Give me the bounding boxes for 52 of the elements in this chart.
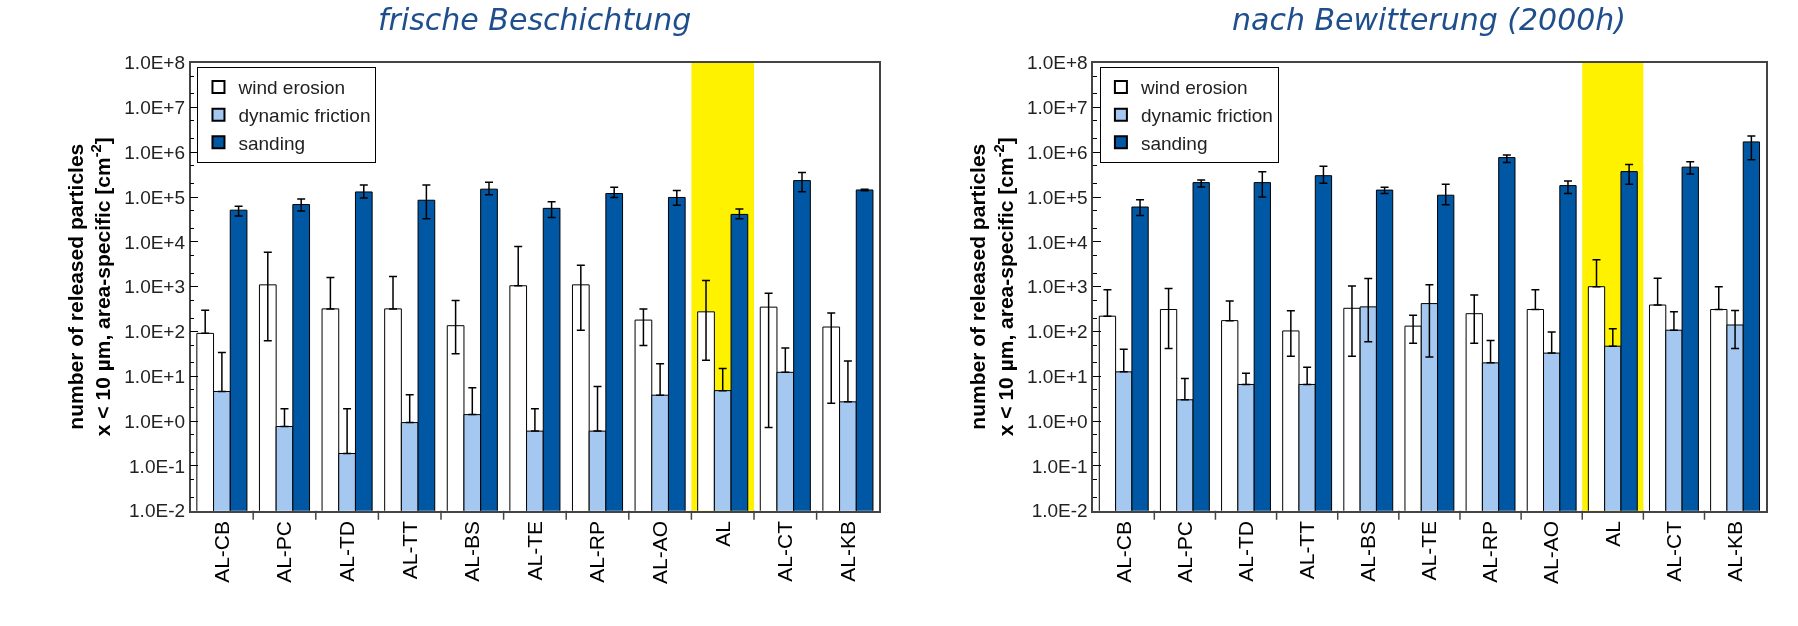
x-tick-label: AL-PC (1172, 520, 1196, 583)
chart-title: frische Beschichtung (378, 2, 692, 37)
y-tick-label: 1.0E-1 (129, 455, 186, 477)
y-tick-label: 1.0E+4 (1026, 231, 1089, 253)
x-tick-label: AL-TT (397, 520, 421, 580)
x-tick-label: AL-KB (835, 520, 859, 582)
y-tick-label: 1.0E+2 (124, 321, 186, 343)
x-tick-label: AL-BS (460, 520, 484, 582)
x-tick-label: AL-AO (1539, 520, 1563, 584)
x-tick-label: AL-CT (773, 520, 797, 582)
legend-label: wind erosion (1139, 77, 1248, 99)
x-tick-label: AL-TE (522, 520, 546, 581)
x-tick-label: AL-TD (334, 520, 358, 582)
y-tick-label: 1.0E+6 (124, 141, 186, 163)
y-tick-label: 1.0E+4 (124, 231, 186, 253)
y-tick-label: 1.0E+3 (124, 276, 186, 298)
y-tick-label: 1.0E+0 (124, 410, 186, 432)
x-tick-label: AL-PC (272, 520, 296, 583)
y-tick-label: 1.0E+7 (1026, 97, 1088, 119)
y-tick-label: 1.0E+8 (1026, 52, 1088, 74)
x-tick-label: AL-CB (209, 520, 233, 583)
y-tick-label: 1.0E-2 (129, 500, 186, 522)
y-tick-label: 1.0E-2 (1031, 500, 1088, 522)
x-tick-label: AL-KB (1722, 520, 1746, 582)
legend-label: sanding (238, 132, 306, 154)
legend-label: sanding (1140, 132, 1208, 154)
y-tick-label: 1.0E+3 (1026, 276, 1088, 298)
y-tick-label: 1.0E+1 (1026, 366, 1088, 387)
y-tick-label: 1.0E+1 (124, 366, 186, 387)
x-tick-label: AL-RP (1478, 520, 1502, 583)
y-tick-label: 1.0E+0 (1026, 410, 1088, 432)
y-tick-label: 1.0E-1 (1031, 455, 1088, 477)
x-tick-label: AL-TE (1417, 520, 1441, 581)
legend-label: wind erosion (237, 77, 346, 99)
x-tick-label: AL-BS (1356, 520, 1380, 582)
chart-title: nach Bewitterung (2000h) (1232, 2, 1627, 37)
y-tick-label: 1.0E+5 (124, 186, 186, 208)
x-tick-label: AL-TT (1294, 520, 1318, 580)
x-tick-label: AL-CB (1111, 520, 1135, 583)
y-tick-label: 1.0E+2 (1026, 321, 1088, 343)
legend-label: dynamic friction (1140, 105, 1273, 127)
x-tick-label: AL (1600, 520, 1624, 547)
x-tick-label: AL-AO (647, 520, 671, 584)
legend-label: dynamic friction (238, 105, 371, 127)
x-tick-label: AL-CT (1661, 520, 1685, 582)
x-tick-label: AL-RP (585, 520, 609, 583)
y-tick-label: 1.0E+5 (1026, 186, 1088, 208)
x-tick-label: AL (710, 520, 734, 547)
y-tick-label: 1.0E+8 (124, 52, 186, 74)
y-tick-label: 1.0E+7 (124, 97, 186, 119)
y-tick-label: 1.0E+6 (1026, 141, 1088, 163)
x-tick-label: AL-TD (1233, 520, 1257, 582)
